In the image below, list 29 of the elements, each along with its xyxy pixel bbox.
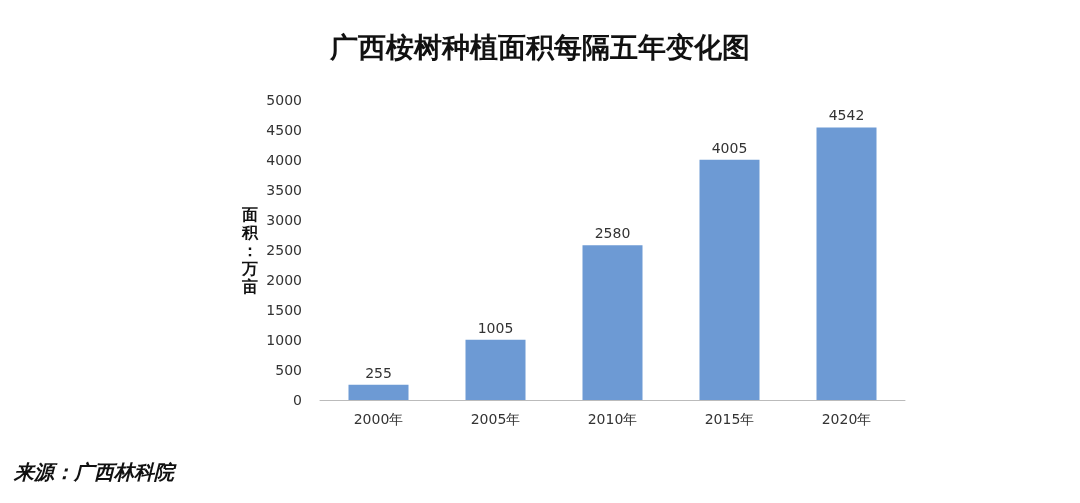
- y-tick-label: 5000: [266, 92, 302, 108]
- y-tick-label: 4000: [266, 152, 302, 168]
- y-tick-label: 4500: [266, 122, 302, 138]
- data-label: 4542: [828, 107, 865, 124]
- y-tick-label: 1000: [266, 332, 302, 348]
- bar: [465, 339, 526, 400]
- chart-title: 广西桉树种植面积每隔五年变化图: [329, 30, 750, 64]
- data-label: 2580: [594, 225, 631, 242]
- y-axis-title: 面积：万亩: [241, 204, 259, 296]
- data-label: 255: [365, 364, 392, 381]
- x-tick-label: 2000年: [353, 411, 404, 427]
- x-tick-label: 2010年: [587, 411, 638, 427]
- bar: [582, 245, 643, 400]
- data-label: 1005: [477, 319, 514, 336]
- source-note: 来源：广西林科院: [13, 461, 177, 483]
- x-tick-label: 2005年: [470, 411, 521, 427]
- bar: [699, 159, 760, 400]
- y-tick-label: 3000: [266, 212, 302, 228]
- bar: [348, 384, 409, 400]
- y-tick-label: 2000: [266, 272, 302, 288]
- y-tick-label: 1500: [266, 302, 302, 318]
- y-tick-label: 0: [293, 392, 302, 408]
- y-tick-label: 2500: [266, 242, 302, 258]
- x-tick-label: 2020年: [821, 411, 872, 427]
- x-tick-label: 2015年: [704, 411, 755, 427]
- y-tick-label: 3500: [266, 182, 302, 198]
- bar: [816, 127, 877, 400]
- data-label: 4005: [711, 139, 748, 156]
- y-tick-label: 500: [275, 362, 302, 378]
